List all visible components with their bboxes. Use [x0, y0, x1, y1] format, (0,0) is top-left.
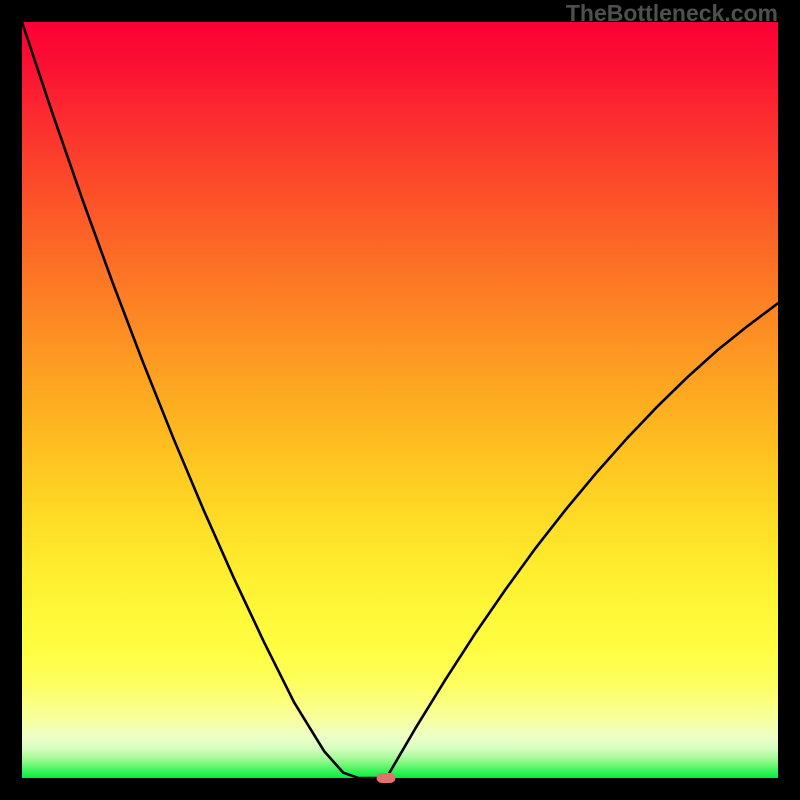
watermark-text: TheBottleneck.com [566, 0, 778, 27]
optimum-marker [377, 773, 396, 783]
plot-area [22, 22, 778, 778]
chart-container: TheBottleneck.com [0, 0, 800, 800]
